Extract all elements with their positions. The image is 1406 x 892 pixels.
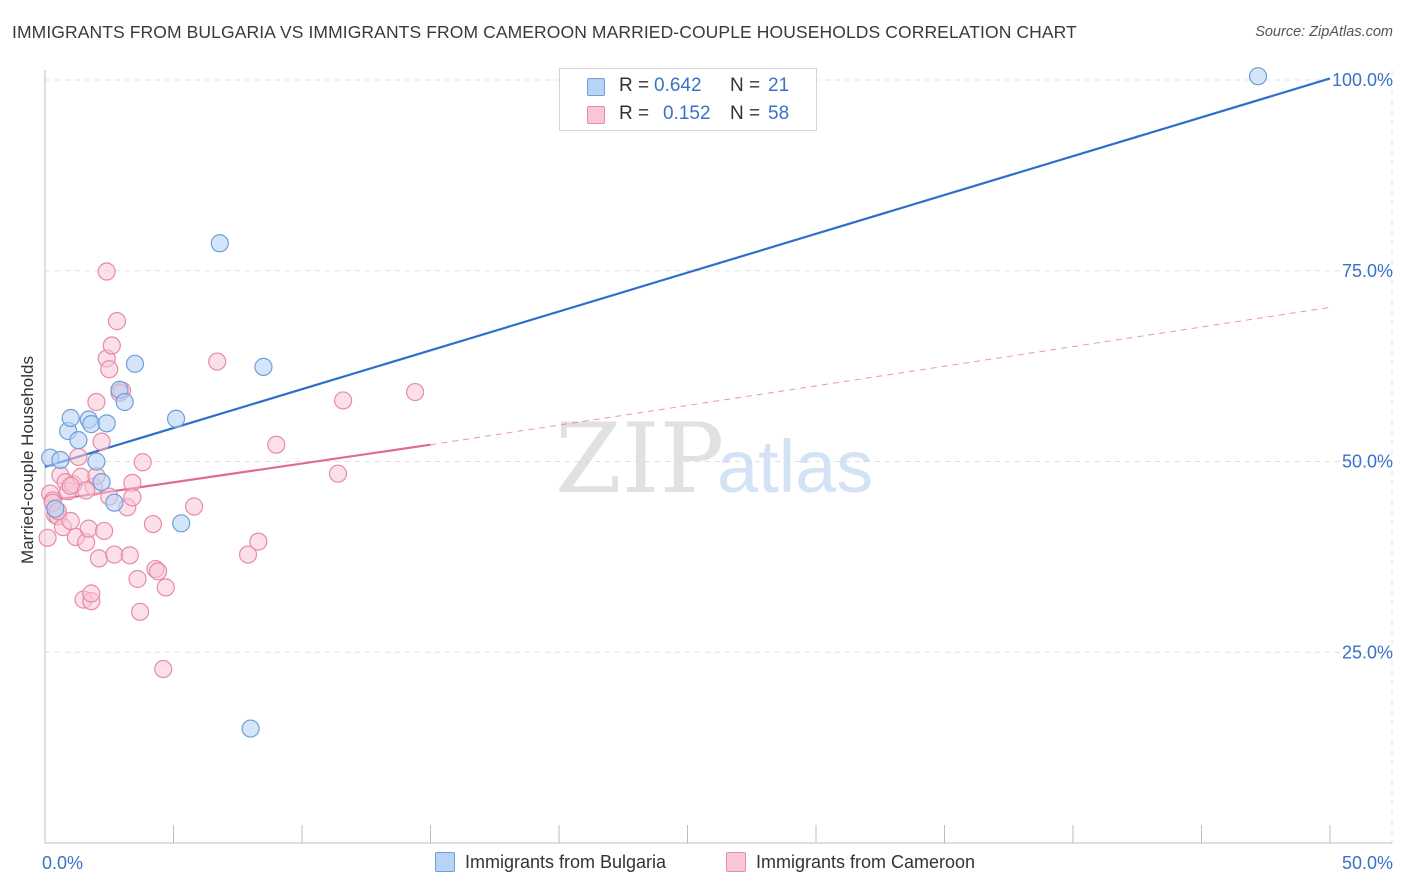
data-point-bulgaria xyxy=(172,514,191,533)
legend-r-label: R = xyxy=(619,75,650,96)
data-point-cameroon xyxy=(89,549,109,568)
data-point-cameroon xyxy=(130,602,150,621)
data-point-cameroon xyxy=(92,432,111,451)
data-point-cameroon xyxy=(69,447,88,467)
data-point-cameroon xyxy=(208,352,227,371)
bottom-legend-swatch-cameroon xyxy=(726,852,746,872)
data-point-cameroon xyxy=(133,453,152,472)
legend-r-label: R = xyxy=(619,103,650,124)
data-point-cameroon xyxy=(267,435,286,454)
data-point-bulgaria xyxy=(115,392,134,412)
data-point-cameroon xyxy=(249,532,268,551)
data-point-cameroon xyxy=(107,312,127,331)
watermark-zip: ZIP xyxy=(555,403,724,515)
bottom-legend-label-cameroon: Immigrants from Cameroon xyxy=(756,852,976,872)
data-point-cameroon xyxy=(156,578,175,597)
bottom-legend-swatch-bulgaria xyxy=(435,852,455,872)
data-point-cameroon xyxy=(82,584,101,603)
legend-n-label: N = xyxy=(730,103,761,124)
y-tick-label: 100.0% xyxy=(1332,70,1393,90)
trend-line-bulgaria xyxy=(44,77,1331,468)
data-point-bulgaria xyxy=(51,450,70,470)
data-point-cameroon xyxy=(87,392,106,412)
y-tick-label: 50.0% xyxy=(1342,452,1393,472)
data-point-cameroon xyxy=(120,546,139,565)
trend-line-cameroon-extended xyxy=(430,306,1331,446)
legend-r-value-bulgaria: 0.642 xyxy=(654,75,702,96)
data-point-bulgaria xyxy=(210,234,229,253)
bottom-legend-bulgaria: Immigrants from Bulgaria xyxy=(435,852,666,873)
data-point-bulgaria xyxy=(241,719,260,738)
x-tick-label: 50.0% xyxy=(1342,853,1393,873)
x-tick-label: 0.0% xyxy=(42,853,83,873)
data-point-cameroon xyxy=(184,497,204,516)
data-point-cameroon xyxy=(61,511,80,531)
source-label: Source: ZipAtlas.com xyxy=(1255,24,1393,40)
data-point-cameroon xyxy=(102,336,121,355)
data-point-cameroon xyxy=(328,464,348,483)
legend-n-value-bulgaria: 21 xyxy=(768,75,790,96)
legend-swatch-bulgaria xyxy=(587,78,605,96)
data-point-bulgaria xyxy=(69,431,88,450)
data-point-cameroon xyxy=(100,360,119,379)
data-point-bulgaria xyxy=(87,452,106,471)
data-point-cameroon xyxy=(128,569,147,589)
data-point-cameroon xyxy=(38,528,57,547)
data-point-cameroon xyxy=(148,562,168,581)
data-point-bulgaria xyxy=(1248,67,1268,86)
data-point-cameroon xyxy=(61,476,80,496)
bottom-legend-cameroon: Immigrants from Cameroon xyxy=(726,852,975,873)
data-point-cameroon xyxy=(105,545,124,564)
data-point-cameroon xyxy=(95,521,114,541)
legend-r-value-cameroon: 0.152 xyxy=(663,103,711,124)
data-point-cameroon xyxy=(79,519,98,538)
legend-n-value-cameroon: 58 xyxy=(768,103,790,124)
chart-title: IMMIGRANTS FROM BULGARIA VS IMMIGRANTS F… xyxy=(12,22,1077,42)
bottom-legend-label-bulgaria: Immigrants from Bulgaria xyxy=(465,852,667,872)
watermark-atlas: atlas xyxy=(717,425,873,508)
data-point-cameroon xyxy=(77,481,96,500)
data-point-bulgaria xyxy=(92,473,111,492)
data-point-cameroon xyxy=(405,382,425,402)
correlation-legend: R = 0.642 N = 21 R = 0.152 N = 58 xyxy=(559,68,817,131)
data-point-cameroon xyxy=(143,514,163,534)
legend-swatch-cameroon xyxy=(587,106,605,124)
data-point-bulgaria xyxy=(166,409,186,428)
data-point-bulgaria xyxy=(82,415,101,434)
legend-n-label: N = xyxy=(730,75,761,96)
data-point-bulgaria xyxy=(61,408,80,428)
data-point-bulgaria xyxy=(125,354,145,373)
data-point-cameroon xyxy=(154,659,173,679)
y-axis-label: Married-couple Households xyxy=(18,356,37,564)
data-point-bulgaria xyxy=(254,357,273,376)
data-point-cameroon xyxy=(123,488,142,507)
data-point-cameroon xyxy=(334,391,353,410)
data-point-cameroon xyxy=(97,262,116,281)
data-point-bulgaria xyxy=(105,493,124,512)
y-tick-label: 25.0% xyxy=(1342,642,1393,662)
data-point-bulgaria xyxy=(46,499,65,518)
data-point-bulgaria xyxy=(97,414,116,433)
data-point-cameroon xyxy=(238,545,258,564)
y-tick-label: 75.0% xyxy=(1342,261,1393,281)
